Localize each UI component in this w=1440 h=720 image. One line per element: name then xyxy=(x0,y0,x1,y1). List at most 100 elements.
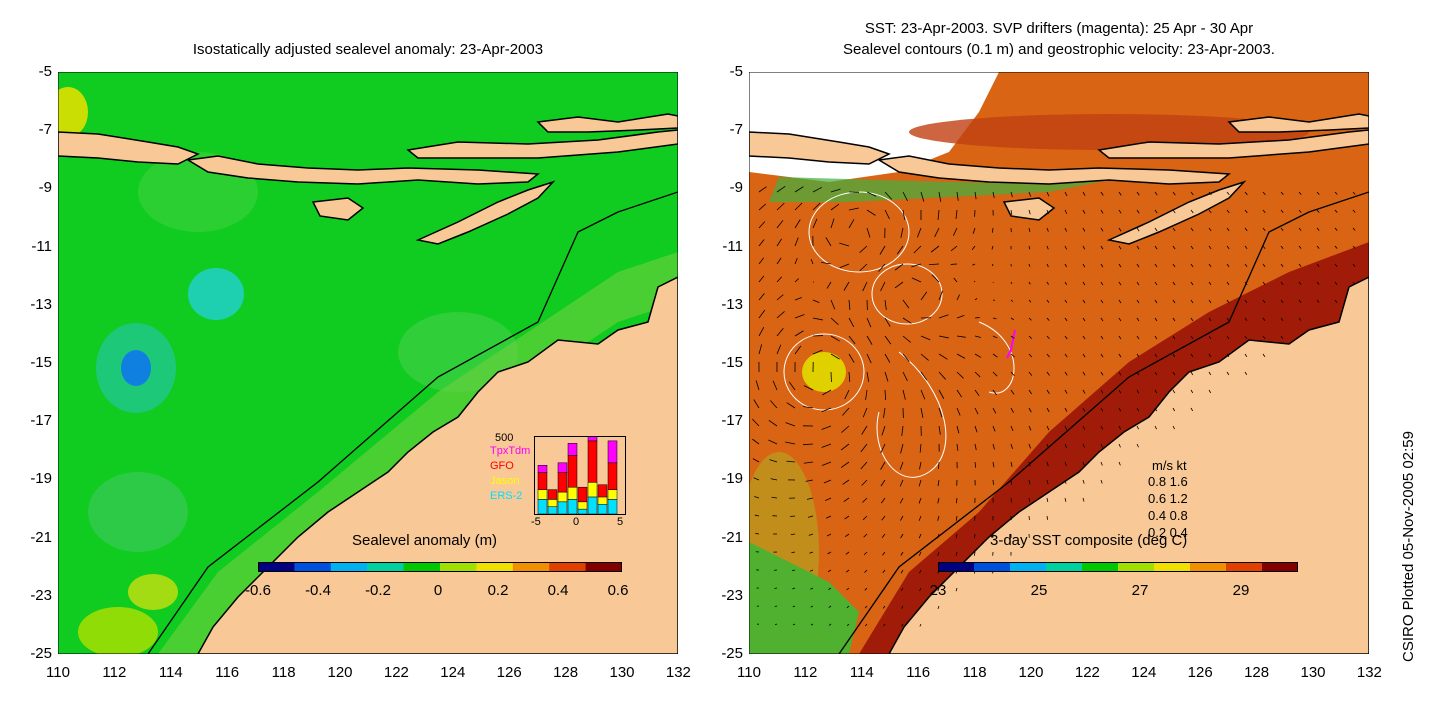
velocity-vector xyxy=(956,389,963,398)
velocity-vector xyxy=(846,587,850,591)
velocity-vector xyxy=(862,407,868,418)
velocity-vector xyxy=(1226,209,1230,214)
velocity-vector xyxy=(956,407,961,416)
velocity-vector xyxy=(1028,443,1031,449)
velocity-vector xyxy=(881,533,886,538)
velocity-vector xyxy=(884,191,893,200)
velocity-vector xyxy=(830,218,835,229)
velocity-vector xyxy=(866,191,877,197)
velocity-vector xyxy=(1316,245,1320,249)
velocity-vector xyxy=(1100,443,1103,448)
velocity-vector xyxy=(864,587,868,591)
velocity-vector xyxy=(751,418,760,427)
velocity-vector xyxy=(974,353,982,358)
velocity-vector xyxy=(1262,353,1266,357)
velocity-vector xyxy=(845,551,850,555)
histogram-bar-segment xyxy=(607,462,618,490)
velocity-vector xyxy=(1010,425,1014,432)
sla-yellow-blob xyxy=(128,574,178,610)
histogram-bar-segment xyxy=(557,462,568,473)
sst-australia-land xyxy=(888,276,1369,654)
velocity-vector xyxy=(1082,443,1085,448)
velocity-vector xyxy=(1100,299,1104,304)
velocity-vector xyxy=(1244,191,1248,196)
sla-colorbar-label: Sealevel anomaly (m) xyxy=(352,532,498,549)
velocity-vector xyxy=(848,219,855,229)
velocity-vector xyxy=(1316,299,1320,303)
velocity-vector xyxy=(1136,263,1140,268)
velocity-vector xyxy=(1280,245,1284,249)
velocity-vector xyxy=(899,461,904,470)
x-tick-label: 112 xyxy=(793,664,818,681)
colorbar-segment xyxy=(476,562,514,572)
velocity-vector xyxy=(1082,407,1086,412)
velocity-vector xyxy=(1046,245,1049,250)
velocity-vector xyxy=(1190,353,1194,358)
y-tick-label: -17 xyxy=(721,412,743,430)
velocity-vector xyxy=(950,245,958,252)
velocity-vector xyxy=(1082,281,1086,286)
velocity-vector xyxy=(880,461,886,470)
histogram-bar-segment xyxy=(587,436,598,442)
velocity-vector xyxy=(788,381,796,391)
sla-timor-land xyxy=(415,180,556,245)
velocity-vector xyxy=(934,227,940,238)
velocity-vector xyxy=(866,371,870,382)
x-tick-label: 130 xyxy=(609,664,635,681)
velocity-vector xyxy=(827,569,832,573)
velocity-vector xyxy=(1190,281,1194,286)
velocity-vector xyxy=(1280,263,1284,267)
x-tick-label: 130 xyxy=(1300,664,1326,681)
sla-high-blob-2 xyxy=(58,87,88,137)
velocity-vector xyxy=(1118,407,1122,412)
velocity-vector xyxy=(774,605,778,607)
velocity-vector xyxy=(771,496,778,499)
velocity-vector xyxy=(1082,227,1086,232)
velocity-vector xyxy=(828,587,832,590)
velocity-vector xyxy=(1244,209,1248,214)
velocity-vector xyxy=(1118,227,1122,232)
velocity-vector xyxy=(992,371,998,377)
velocity-vector xyxy=(830,299,836,310)
geostrophic-velocity-vectors xyxy=(751,186,1356,627)
velocity-vector xyxy=(1262,209,1266,214)
sst-contour-line-2 xyxy=(978,321,1015,394)
velocity-vector xyxy=(1136,407,1140,412)
velocity-vector xyxy=(928,263,940,266)
velocity-vector xyxy=(845,569,850,573)
x-tick-label: 128 xyxy=(1244,664,1270,681)
velocity-vector xyxy=(841,425,850,433)
velocity-vector xyxy=(1298,209,1302,213)
velocity-vector xyxy=(1082,479,1085,484)
velocity-vector xyxy=(1100,335,1104,340)
velocity-vector xyxy=(1118,263,1122,268)
velocity-vector xyxy=(848,353,855,363)
velocity-vector xyxy=(1136,425,1139,430)
colorbar-segment xyxy=(512,562,550,572)
x-tick-label: 124 xyxy=(440,664,466,681)
velocity-vector xyxy=(758,309,766,319)
velocity-vector xyxy=(1190,371,1194,376)
velocity-vector xyxy=(794,237,799,247)
sla-shelf-contour xyxy=(147,191,678,654)
velocity-vector xyxy=(791,569,796,572)
velocity-vector xyxy=(1208,317,1212,322)
velocity-vector xyxy=(974,371,981,378)
y-tick-label: -9 xyxy=(729,179,743,197)
velocity-vector xyxy=(1154,371,1158,376)
histogram-bar-segment xyxy=(567,443,578,456)
velocity-vector xyxy=(1082,191,1086,196)
velocity-vector xyxy=(1154,425,1157,430)
velocity-vector xyxy=(1316,191,1320,195)
velocity-vector xyxy=(776,276,783,283)
velocity-vector xyxy=(1136,317,1140,322)
velocity-vector xyxy=(768,419,778,427)
velocity-vector xyxy=(918,497,922,504)
sst-eddy-yellow xyxy=(802,352,846,392)
sst-map xyxy=(749,72,1369,654)
velocity-vector xyxy=(776,202,785,211)
histogram-x-tick: -5 xyxy=(531,516,541,528)
velocity-vector xyxy=(786,402,796,409)
colorbar-tick-label: 29 xyxy=(1232,582,1250,599)
velocity-vector xyxy=(880,479,886,487)
